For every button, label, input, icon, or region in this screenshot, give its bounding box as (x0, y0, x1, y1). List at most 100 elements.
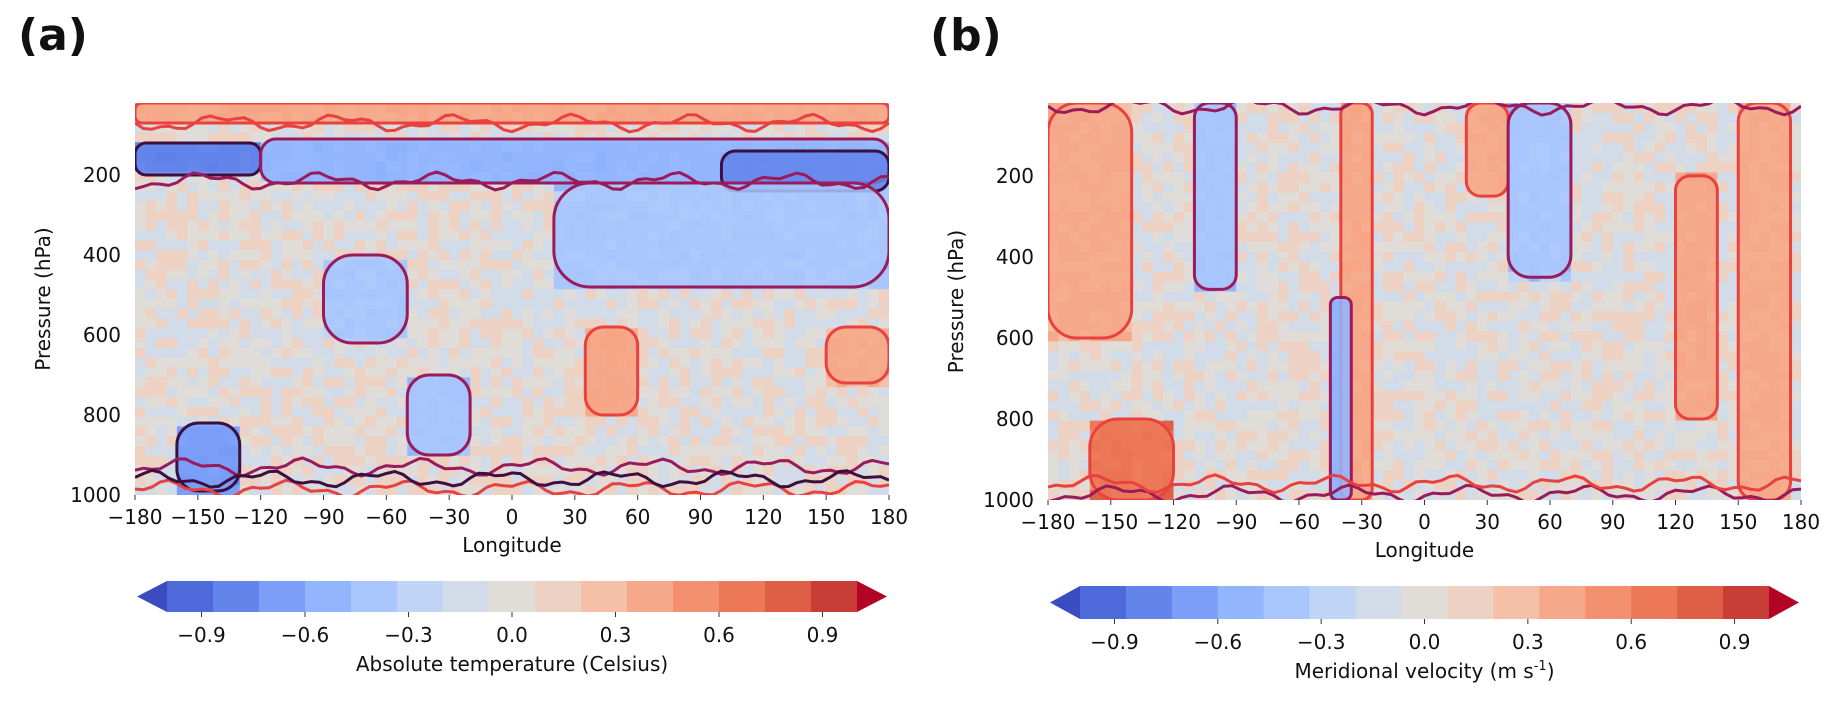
contour-line (135, 456, 889, 478)
field-cell (1476, 390, 1488, 402)
field-cell (1299, 390, 1311, 402)
field-cell (1058, 460, 1070, 471)
field-cell (1414, 361, 1426, 372)
field-cell (763, 289, 775, 300)
field-cell (1424, 410, 1436, 422)
field-cell (1079, 420, 1091, 432)
field-cell (1372, 420, 1384, 432)
field-cell (710, 338, 723, 349)
field-cell (1455, 222, 1467, 233)
field-cell (333, 436, 346, 447)
field-cell (1466, 450, 1478, 461)
field-cell (1508, 400, 1520, 412)
field-cell (794, 446, 806, 457)
field-cell (1319, 241, 1331, 253)
field-cell (470, 426, 482, 437)
field-cell (208, 308, 220, 320)
field-cell (428, 338, 440, 349)
field-cell (260, 328, 272, 339)
field-cell (365, 230, 377, 241)
field-cell (637, 426, 649, 437)
field-cell (731, 475, 743, 486)
field-cell (271, 259, 283, 271)
field-cell (1393, 261, 1405, 273)
field-cell (1142, 311, 1154, 322)
colorbar-tick-label: 0.9 (807, 623, 839, 647)
field-cell (1445, 480, 1457, 491)
field-cell (721, 406, 733, 418)
field-cell (239, 348, 251, 359)
field-cell (1424, 460, 1436, 471)
field-cell (1309, 361, 1321, 372)
field-cell (1309, 480, 1321, 491)
field-cell (438, 475, 450, 486)
field-cell (1299, 281, 1311, 293)
field-cell (1434, 301, 1447, 313)
field-cell (1183, 450, 1196, 461)
field-cell (375, 348, 387, 359)
field-cell (1236, 271, 1248, 283)
field-cell (1215, 361, 1227, 372)
field-cell (868, 436, 880, 447)
field-cell (187, 348, 199, 359)
field-cell (1487, 410, 1499, 422)
field-cell (815, 299, 827, 310)
field-cell (1497, 480, 1509, 491)
field-cell (1183, 331, 1196, 342)
field-cell (553, 446, 565, 457)
field-cell (1330, 281, 1342, 293)
field-cell (1445, 301, 1457, 313)
field-cell (1445, 410, 1457, 422)
field-cell (407, 220, 419, 231)
field-cell (857, 455, 869, 467)
field-cell (386, 387, 398, 398)
field-cell (690, 318, 702, 329)
field-cell (773, 348, 785, 359)
field-cell (1424, 420, 1436, 432)
field-cell (543, 210, 555, 222)
field-cell (857, 475, 869, 486)
field-cell (637, 348, 649, 359)
field-cell (229, 318, 241, 329)
field-cell (679, 328, 691, 339)
field-cell (1445, 430, 1457, 442)
field-cell (1319, 271, 1331, 283)
field-cell (826, 455, 838, 467)
field-cell (333, 357, 346, 369)
field-cell (501, 308, 513, 320)
field-cell (480, 416, 492, 427)
field-cell (763, 122, 775, 133)
field-cell (470, 308, 482, 320)
field-cell (1570, 162, 1582, 174)
field-cell (1048, 341, 1060, 352)
field-cell (1382, 222, 1394, 233)
field-cell (1309, 301, 1321, 313)
field-cell (449, 455, 461, 467)
field-cell (438, 240, 450, 251)
field-cell (1131, 112, 1143, 124)
field-cell (1424, 380, 1436, 392)
field-cell (522, 446, 534, 457)
field-cell (166, 132, 178, 143)
field-cell (1278, 361, 1290, 372)
field-cell (1497, 311, 1509, 322)
field-cell (176, 220, 188, 231)
field-cell (417, 308, 429, 320)
field-cell (1173, 103, 1185, 114)
field-cell (218, 367, 230, 378)
field-cell (1121, 390, 1133, 402)
field-cell (166, 250, 178, 261)
field-cell (512, 230, 524, 241)
field-cell (1246, 182, 1258, 193)
field-cell (333, 455, 346, 467)
field-cell (1183, 460, 1196, 471)
field-cell (1393, 152, 1405, 164)
field-cell (1424, 311, 1436, 322)
field-cell (313, 210, 325, 222)
field-cell (313, 191, 325, 202)
field-cell (145, 377, 157, 388)
field-cell (354, 240, 366, 251)
field-cell (1487, 261, 1499, 273)
field-cell (1142, 192, 1154, 203)
field-cell (480, 122, 492, 133)
